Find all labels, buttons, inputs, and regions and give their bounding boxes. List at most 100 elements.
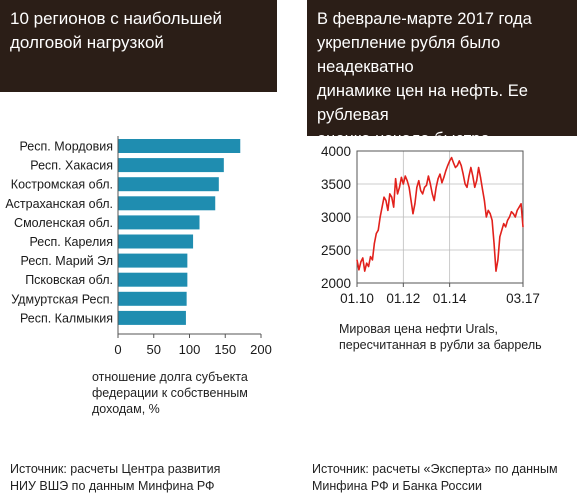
bar: [118, 234, 194, 249]
bar: [118, 196, 216, 211]
data-point: [396, 193, 399, 195]
data-point: [369, 256, 372, 258]
data-point: [360, 261, 362, 263]
category-label: Респ. Хакасия: [30, 159, 113, 173]
x-tick-label: 200: [250, 342, 272, 357]
data-point: [474, 186, 476, 188]
data-point: [445, 170, 447, 172]
x-tick-label: 01.10: [340, 291, 374, 306]
data-point: [427, 175, 430, 177]
data-point: [362, 257, 364, 259]
data-point: [400, 176, 402, 178]
data-point: [516, 209, 518, 211]
y-tick-label: 2500: [321, 243, 351, 258]
data-point: [462, 173, 464, 175]
category-label: Астраханская обл.: [5, 197, 113, 211]
data-point: [497, 259, 499, 261]
data-point: [489, 213, 491, 215]
data-point: [431, 193, 433, 195]
data-point: [476, 180, 478, 182]
data-point: [423, 186, 426, 188]
right-title-line: В феврале-марте 2017 года: [317, 10, 532, 28]
source-line: Минфина РФ и Банка России: [312, 479, 482, 493]
x-tick-label: 01.12: [386, 291, 420, 306]
data-point: [402, 183, 404, 185]
data-point: [395, 178, 397, 180]
data-point: [364, 270, 366, 272]
data-point: [367, 265, 370, 268]
source-line: Источник: расчеты Центра развития: [10, 462, 221, 476]
bar: [118, 272, 188, 287]
data-point: [518, 206, 520, 208]
left-source: Источник: расчеты Центра развития НИУ ВШ…: [10, 461, 220, 495]
data-point: [456, 164, 458, 167]
data-point: [472, 175, 474, 177]
data-point: [522, 226, 524, 228]
data-point: [479, 176, 482, 178]
category-label: Респ. Калмыкия: [20, 311, 113, 325]
data-point: [433, 199, 435, 202]
data-point: [387, 209, 389, 211]
plot-frame: [356, 150, 524, 284]
data-point: [391, 196, 393, 198]
bar: [118, 215, 200, 230]
x-tick-label: 50: [147, 342, 161, 357]
left-title-line2: долговой нагрузкой: [10, 33, 164, 52]
data-point: [514, 216, 516, 218]
data-point: [358, 269, 360, 271]
data-point: [449, 160, 451, 162]
data-point: [481, 188, 484, 190]
data-point: [464, 183, 466, 185]
bar-chart-caption: отношение долга субъекта федерации к соб…: [92, 369, 248, 417]
data-point: [468, 175, 470, 177]
data-point: [410, 199, 412, 202]
data-point: [441, 182, 443, 184]
category-label: Респ. Марий Эл: [21, 254, 113, 268]
right-title-line: укрепление рубля было неадекватно: [317, 34, 501, 76]
bar: [118, 177, 219, 192]
data-point: [437, 178, 439, 180]
caption-line: пересчитанная в рубли за баррель: [339, 338, 542, 352]
data-point: [406, 180, 408, 182]
right-title-line: динамике цен на нефть. Ее рублевая: [317, 82, 528, 124]
data-point: [377, 229, 379, 231]
data-point: [383, 196, 385, 198]
bar: [118, 158, 224, 173]
data-point: [505, 226, 507, 228]
data-point: [460, 164, 462, 167]
caption-line: Мировая цена нефти Urals,: [339, 322, 498, 336]
data-point: [491, 219, 493, 221]
data-point: [385, 199, 387, 202]
data-point: [366, 262, 368, 264]
left-chart-title: 10 регионов с наибольшей долговой нагруз…: [0, 0, 277, 92]
data-point: [416, 186, 418, 188]
data-point: [425, 184, 428, 186]
data-point: [450, 157, 453, 159]
data-point: [439, 173, 441, 175]
data-point: [379, 216, 381, 218]
y-tick-label: 3000: [321, 210, 351, 225]
data-point: [454, 166, 457, 169]
x-tick-label: 0: [114, 342, 121, 357]
caption-line: федерации к собственным: [92, 386, 248, 400]
x-tick-label: 100: [179, 342, 201, 357]
x-tick-label: 150: [214, 342, 236, 357]
data-point: [435, 186, 437, 188]
data-point: [414, 203, 416, 205]
y-tick-label: 4000: [321, 144, 351, 159]
data-point: [466, 186, 468, 188]
data-point: [356, 259, 358, 261]
data-point: [373, 242, 375, 244]
bar: [118, 139, 241, 153]
caption-line: отношение долга субъекта: [92, 370, 248, 384]
data-point: [503, 223, 505, 225]
data-point: [520, 203, 522, 205]
right-source: Источник: расчеты «Эксперта» по данным М…: [312, 461, 558, 495]
bar: [118, 253, 188, 268]
category-label: Смоленская обл.: [14, 216, 113, 230]
bar-chart: Респ. Мордовия Респ. Хакасия Костромская о…: [5, 136, 272, 357]
data-point: [499, 236, 501, 238]
data-point: [381, 206, 383, 208]
data-point: [429, 183, 431, 185]
category-label: Респ. Карелия: [30, 235, 113, 249]
